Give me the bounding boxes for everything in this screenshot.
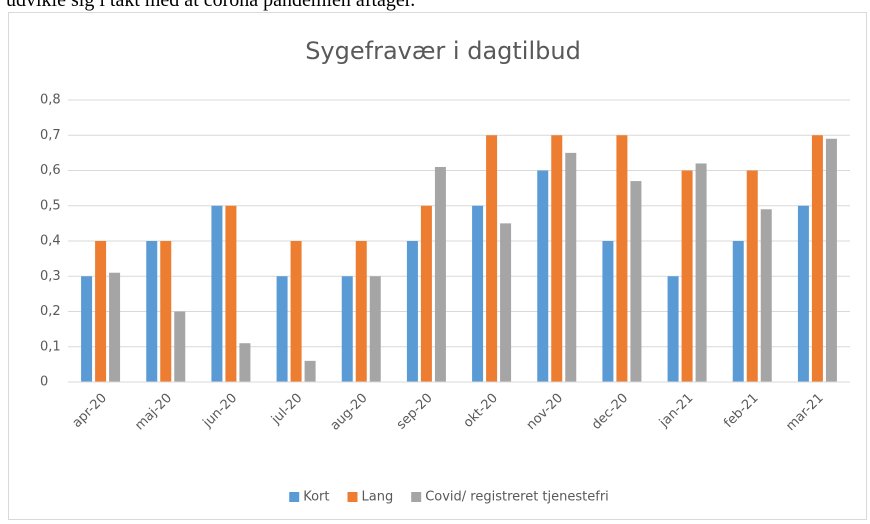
- y-tick-label: 0,3: [40, 269, 61, 284]
- bar: [174, 311, 186, 382]
- bar: [825, 138, 837, 382]
- top-text: udvikle sig i takt med at corona pandemi…: [6, 0, 415, 11]
- bar: [276, 276, 288, 382]
- bar: [602, 241, 614, 382]
- y-tick-label: 0,2: [40, 304, 61, 319]
- legend: Kort Lang Covid/ registreret tjenestefri: [289, 490, 609, 505]
- bar: [95, 241, 107, 382]
- legend-swatch: [411, 492, 422, 502]
- bar: [355, 241, 367, 382]
- legend-label: Covid/ registreret tjenestefri: [425, 490, 609, 505]
- bar: [341, 276, 353, 382]
- y-tick-label: 0,8: [40, 93, 61, 108]
- bar: [304, 360, 316, 382]
- legend-label: Kort: [303, 490, 329, 505]
- bar: [500, 223, 512, 382]
- bar: [630, 181, 642, 382]
- bar: [369, 276, 381, 382]
- bar: [406, 241, 418, 382]
- bar: [537, 170, 549, 382]
- bar: [146, 241, 158, 382]
- bar: [81, 276, 93, 382]
- bar: [760, 209, 772, 382]
- bar: [746, 170, 758, 382]
- y-tick-label: 0,7: [40, 128, 61, 143]
- bar: [797, 205, 809, 382]
- bar: [160, 241, 172, 382]
- bar: [486, 135, 498, 382]
- bar: [472, 205, 484, 382]
- bar: [225, 205, 237, 382]
- bar: [239, 343, 251, 382]
- bar: [290, 241, 302, 382]
- bar: [551, 135, 563, 382]
- y-tick-label: 0,5: [40, 198, 61, 213]
- bar: [732, 241, 744, 382]
- bar: [811, 135, 823, 382]
- bar: [565, 152, 577, 382]
- legend-swatch: [347, 492, 358, 502]
- bar: [420, 205, 432, 382]
- bar: [211, 205, 223, 382]
- y-tick-label: 0,4: [40, 234, 61, 249]
- bar: [695, 163, 707, 382]
- y-tick-label: 0,1: [40, 339, 61, 354]
- bar: [667, 276, 679, 382]
- y-tick-label: 0,6: [40, 163, 61, 178]
- bar: [109, 272, 121, 382]
- chart-title: Sygefravær i dagtilbud: [305, 37, 581, 65]
- y-tick-label: 0: [40, 375, 48, 390]
- legend-label: Lang: [361, 490, 393, 505]
- bar: [681, 170, 693, 382]
- bar: [434, 166, 446, 382]
- bar: [616, 135, 628, 382]
- legend-swatch: [289, 492, 300, 502]
